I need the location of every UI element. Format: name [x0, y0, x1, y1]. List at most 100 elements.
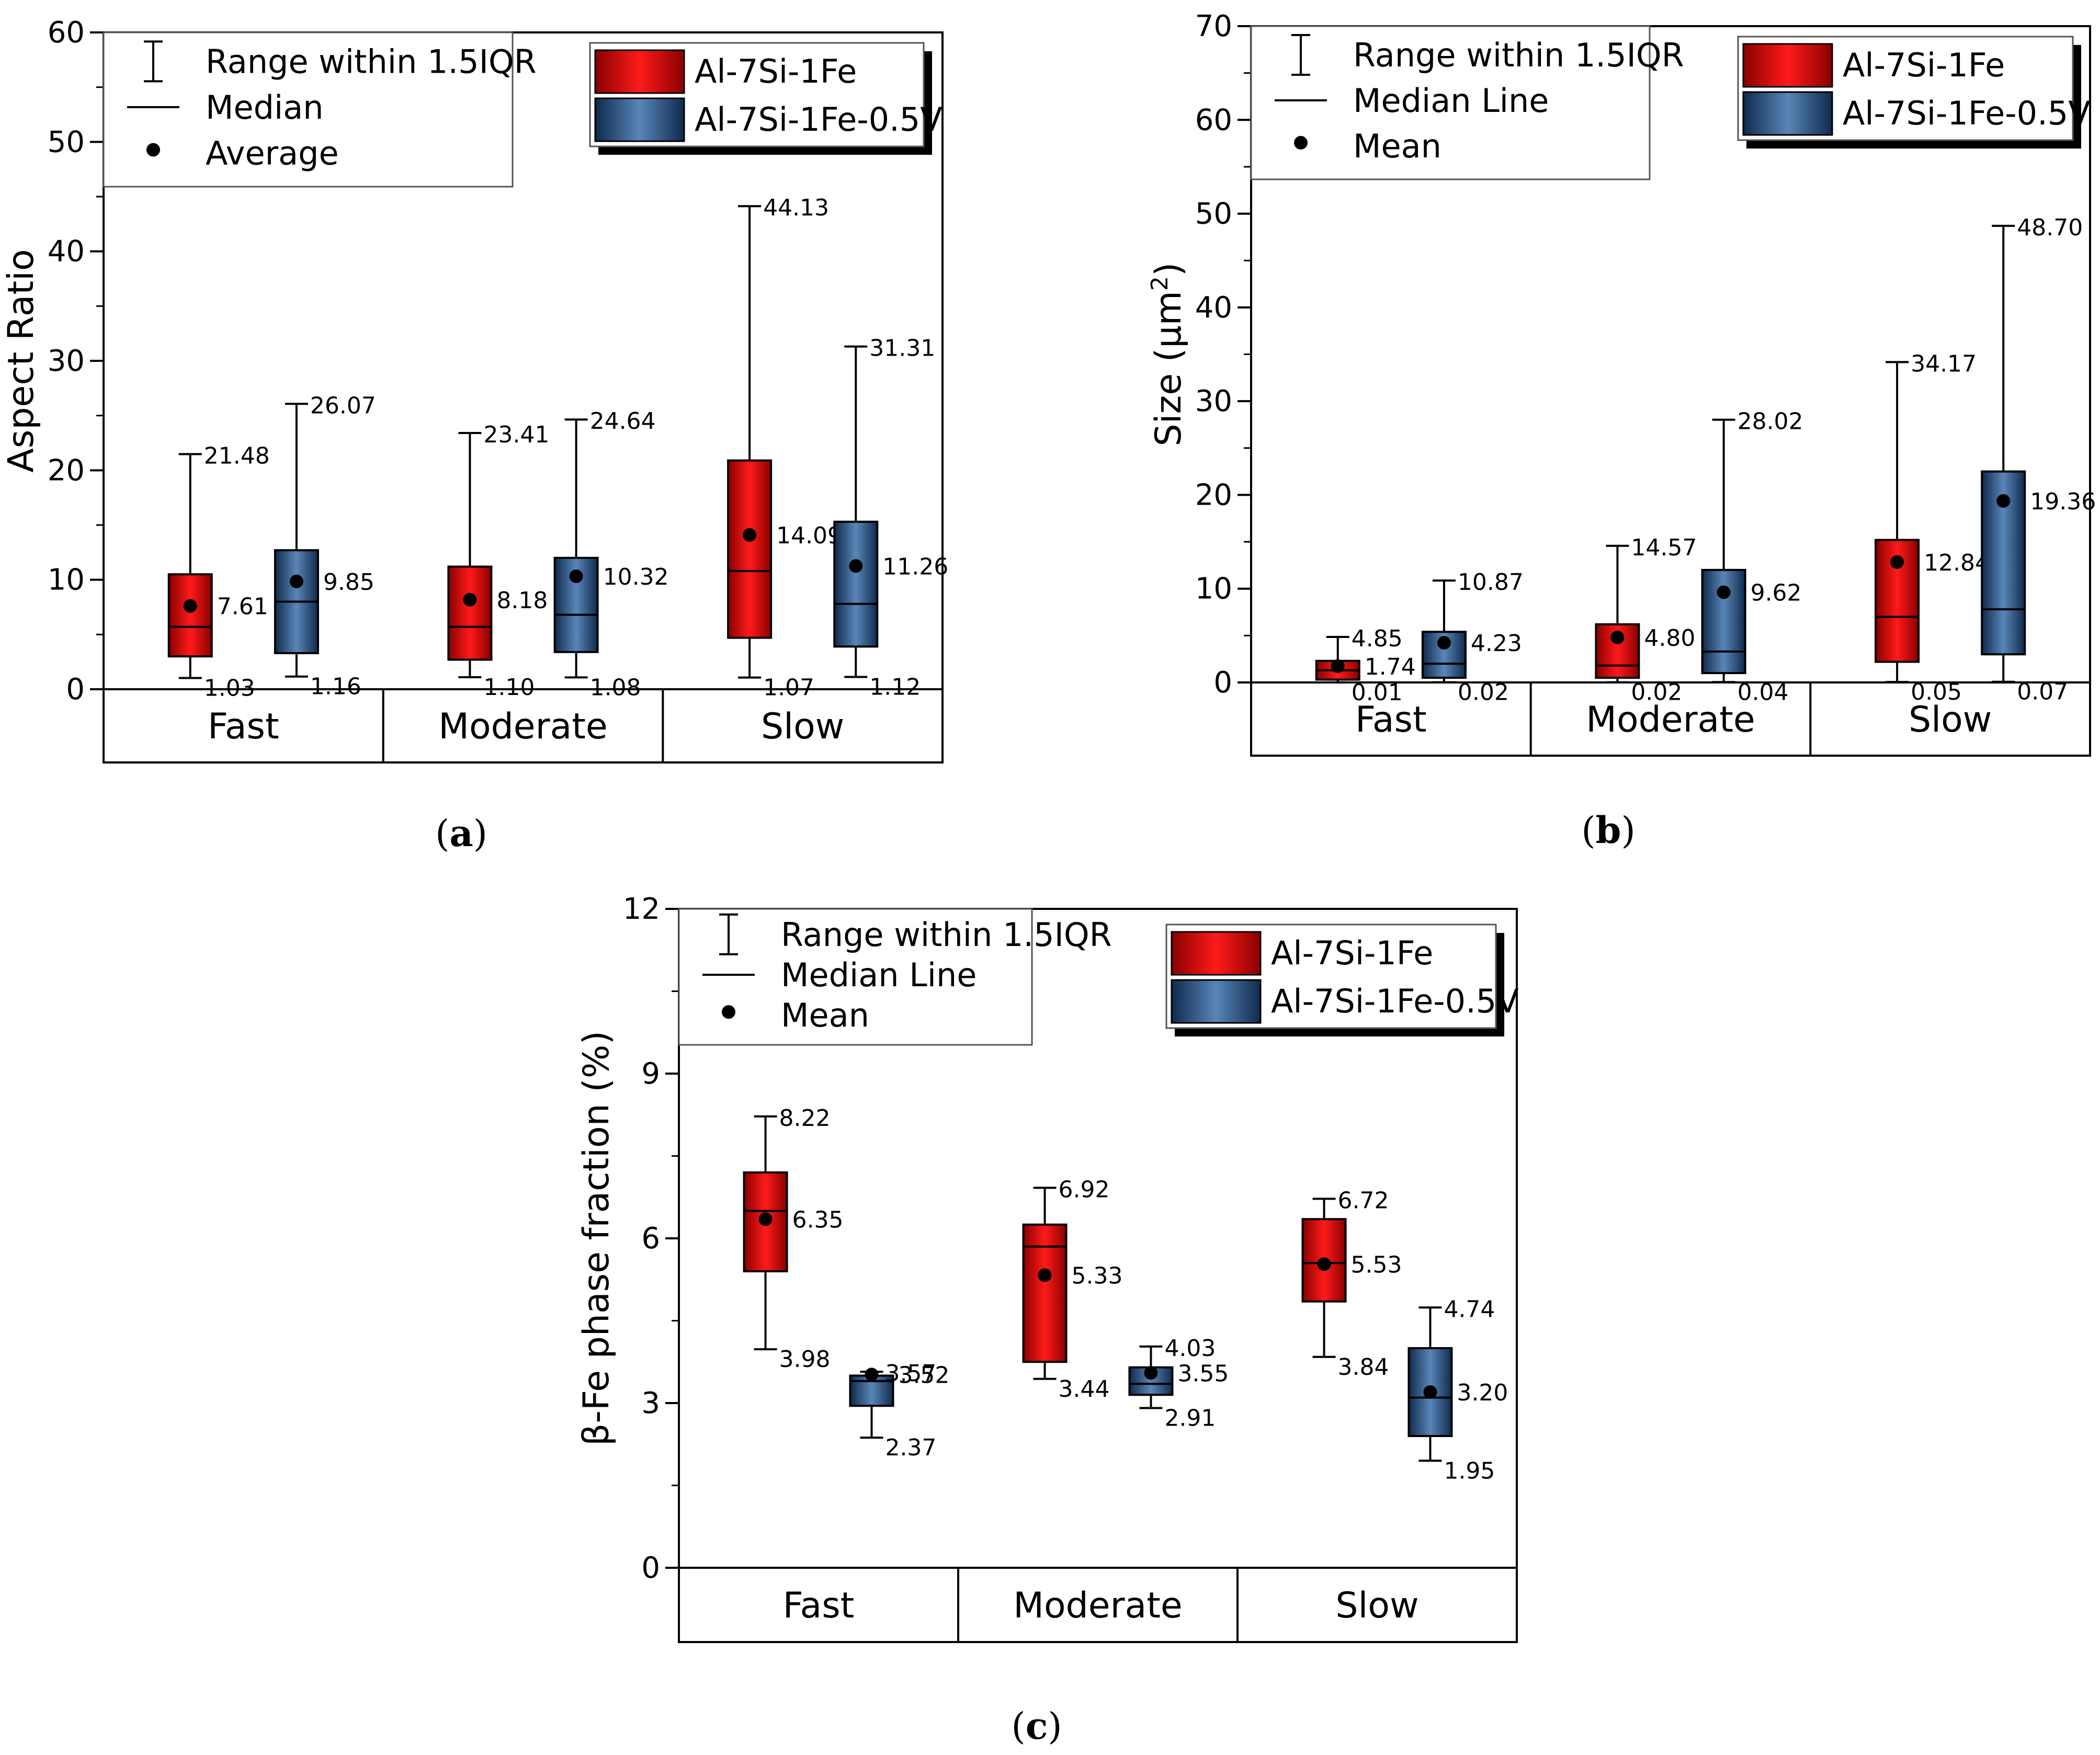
min-value-label: 1.03	[204, 675, 255, 701]
min-value-label: 0.04	[1738, 679, 1789, 705]
y-tick-label: 40	[1195, 291, 1232, 325]
series-swatch-blue	[1742, 91, 1833, 136]
series-swatch-red	[1171, 931, 1262, 976]
mean-marker	[1317, 1257, 1331, 1271]
mean-value-label: 14.09	[776, 522, 842, 549]
min-value-label: 2.37	[885, 1434, 936, 1461]
mean-marker	[289, 574, 303, 588]
max-value-label: 31.31	[869, 335, 935, 362]
mean-value-label: 5.33	[1072, 1262, 1123, 1289]
series-legend-label: Al-7Si-1Fe-0.5V	[695, 100, 943, 139]
min-value-label: 1.16	[310, 674, 361, 700]
mean-marker	[183, 599, 197, 613]
legend-median-label: Median Line	[781, 956, 977, 994]
y-tick-label: 0	[641, 1551, 660, 1585]
box-iqr	[1128, 1366, 1174, 1396]
y-axis-label-text: Aspect Ratio	[1, 249, 42, 472]
mean-marker	[1890, 555, 1904, 569]
min-value-label: 3.98	[779, 1346, 831, 1373]
y-tick-label: 50	[1195, 197, 1232, 231]
min-value-label: 3.84	[1338, 1354, 1389, 1381]
mean-marker	[1331, 659, 1345, 673]
y-tick-label: 50	[48, 125, 85, 159]
y-axis-label-superscript: 2	[1147, 276, 1173, 291]
max-value-label: 21.48	[204, 442, 270, 469]
box-al-7si-1fe-0-5v-moderate: 24.64 1.08 10.32	[553, 408, 669, 701]
legend-mean-label: Mean	[781, 996, 869, 1034]
max-value-label: 28.02	[1738, 408, 1803, 435]
max-value-label: 14.57	[1631, 534, 1697, 561]
legend-range-label: Range within 1.5IQR	[206, 42, 537, 81]
series-legend-label: Al-7Si-1Fe-0.5V	[1843, 94, 2091, 132]
category-label-slow: Slow	[1335, 1585, 1418, 1626]
y-axis-label-text: Size (μm	[1148, 291, 1189, 446]
min-value-label: 0.01	[1352, 679, 1403, 706]
y-tick-label: 30	[48, 344, 85, 378]
mean-value-label: 19.36	[2030, 488, 2096, 515]
max-value-label: 6.92	[1059, 1176, 1110, 1203]
category-label-fast: Fast	[1355, 699, 1427, 740]
mean-value-label: 3.52	[898, 1362, 949, 1388]
mean-value-label: 9.85	[323, 569, 374, 596]
box-al-7si-1fe-moderate: 23.41 1.10 8.18	[447, 421, 549, 701]
min-value-label: 1.12	[869, 674, 921, 701]
caption-letter: b	[1596, 808, 1621, 852]
category-band	[678, 1567, 1518, 1643]
box-iqr	[743, 1171, 788, 1272]
box-iqr	[447, 565, 493, 661]
y-tick-label: 60	[1195, 103, 1232, 137]
min-value-label: 1.95	[1444, 1457, 1495, 1484]
legend-range-label: Range within 1.5IQR	[1353, 36, 1684, 74]
min-value-label: 1.10	[483, 674, 535, 701]
y-axis-label-tail: )	[1148, 263, 1189, 277]
category-band	[1250, 681, 2091, 757]
box-al-7si-1fe-moderate: 14.57 0.02 4.80	[1595, 534, 1697, 706]
box-al-7si-1fe-slow: 34.17 0.05 12.84	[1875, 350, 1990, 705]
box-al-7si-1fe-0-5v-slow: 31.31 1.12 11.26	[833, 335, 948, 701]
box-al-7si-1fe-fast: 8.22 3.98 6.35	[743, 1105, 844, 1373]
series-legend-label: Al-7Si-1Fe	[1843, 46, 2005, 84]
caption-letter: c	[1026, 1704, 1048, 1748]
panel-caption: (a)	[435, 812, 487, 855]
mean-value-label: 9.62	[1751, 580, 1802, 607]
chart-panel-a: Fast Moderate Slow 0 10 20 30 40 50 60 Aspect Rati…	[1, 16, 948, 855]
y-axis-label-text: β-Fe phase fraction (%)	[576, 1031, 617, 1446]
series-legend: Al-7Si-1Fe Al-7Si-1Fe-0.5V	[589, 42, 943, 155]
category-label-moderate: Moderate	[438, 706, 607, 747]
panel-caption: (c)	[1011, 1704, 1062, 1748]
max-value-label: 34.17	[1911, 350, 1977, 377]
box-iqr	[1022, 1223, 1068, 1363]
box-al-7si-1fe-0-5v-fast: 10.87 0.02 4.23	[1421, 569, 1524, 706]
category-label-moderate: Moderate	[1013, 1585, 1182, 1626]
mean-value-label: 4.23	[1471, 630, 1522, 657]
min-value-label: 3.44	[1059, 1376, 1110, 1403]
panel-caption: (b)	[1581, 808, 1636, 852]
stats-legend-frame	[678, 908, 1033, 1046]
min-value-label: 0.02	[1631, 679, 1682, 706]
max-value-label: 23.41	[483, 421, 549, 448]
legend-mean-label: Mean	[1353, 127, 1441, 165]
mean-marker	[1610, 630, 1625, 644]
mean-marker	[1423, 1385, 1437, 1399]
y-axis-label: Aspect Ratio	[1, 249, 42, 472]
min-value-label: 0.05	[1911, 679, 1962, 705]
y-tick-label: 10	[48, 563, 85, 597]
max-value-label: 4.85	[1352, 625, 1403, 652]
mean-symbol-icon	[1294, 135, 1308, 150]
category-label-fast: Fast	[783, 1585, 855, 1626]
box-iqr	[727, 459, 773, 639]
category-label-slow: Slow	[1909, 699, 1992, 740]
stats-legend: Range within 1.5IQR Median Average	[103, 31, 537, 188]
mean-value-label: 3.20	[1457, 1380, 1508, 1406]
y-tick-label: 12	[623, 892, 660, 926]
series-swatch-blue	[594, 97, 685, 142]
mean-marker	[1717, 585, 1731, 599]
y-tick-label: 0	[66, 673, 85, 706]
mean-marker	[463, 592, 477, 607]
box-al-7si-1fe-moderate: 6.92 3.44 5.33	[1022, 1176, 1123, 1403]
max-value-label: 24.64	[590, 408, 656, 435]
box-al-7si-1fe-0-5v-slow: 4.74 1.95 3.20	[1407, 1296, 1508, 1484]
box-al-7si-1fe-0-5v-moderate: 28.02 0.04 9.62	[1701, 408, 1803, 705]
mean-value-label: 6.35	[792, 1206, 844, 1233]
